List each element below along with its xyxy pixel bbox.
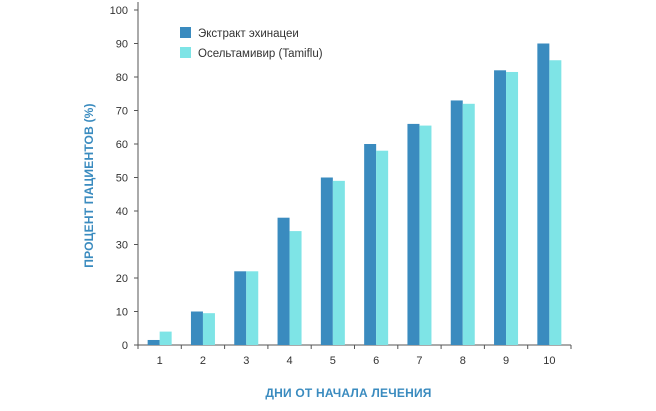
y-tick-label: 20 [116,273,128,285]
y-tick-label: 80 [116,72,128,84]
legend-swatch-oseltamivir [180,47,191,58]
bar-echinacea [147,339,160,345]
x-tick-label: 10 [543,355,555,367]
bar-echinacea [190,311,203,345]
bar-echinacea [450,100,463,345]
bar-echinacea [537,43,550,345]
y-tick-label: 0 [122,340,128,352]
y-tick-label: 40 [116,206,128,218]
x-axis: 1 2 3 4 5 6 7 8 9 10 [137,344,572,367]
y-tick-label: 90 [116,39,128,51]
legend-label-oseltamivir: Осельтамивир (Tamiflu) [198,48,323,60]
bar-echinacea [277,217,290,345]
bar-echinacea [364,144,377,345]
bars [147,43,562,346]
bar-echinacea [320,177,333,345]
bar-echinacea [234,271,247,345]
x-tick-label: 5 [330,355,336,367]
bar-oseltamivir [506,71,519,345]
bar-oseltamivir [376,150,389,345]
x-tick-label: 6 [373,355,379,367]
bar-oseltamivir [246,271,259,345]
x-axis-title: ДНИ ОТ НАЧАЛА ЛЕЧЕНИЯ [265,386,431,400]
y-axis-title: ПРОЦЕНТ ПАЦИЕНТОВ (%) [82,103,96,267]
x-tick-label: 4 [286,355,292,367]
y-tick-label: 70 [116,106,128,118]
x-tick-label: 2 [200,355,206,367]
bar-oseltamivir [419,125,432,345]
legend: Экстракт эхинацеи Осельтамивир (Tamiflu) [180,27,323,60]
y-tick-label: 60 [116,139,128,151]
y-axis: 0 10 20 30 40 50 60 70 80 90 100 [110,2,139,352]
y-tick-label: 50 [116,173,128,185]
y-tick-label: 30 [116,240,128,252]
x-tick-label: 9 [503,355,509,367]
x-tick-label: 8 [460,355,466,367]
bar-oseltamivir [289,231,302,345]
legend-label-echinacea: Экстракт эхинацеи [198,28,299,40]
bar-oseltamivir [462,103,475,345]
bar-oseltamivir [202,313,215,345]
bar-echinacea [407,123,420,346]
x-tick-label: 1 [157,355,163,367]
x-tick-label: 3 [243,355,249,367]
bar-oseltamivir [159,331,172,345]
y-tick-label: 100 [110,5,128,17]
legend-swatch-echinacea [180,27,191,38]
bar-oseltamivir [549,60,562,345]
y-tick-label: 10 [116,307,128,319]
x-tick-label: 7 [416,355,422,367]
bar-echinacea [494,70,507,346]
bar-oseltamivir [332,180,345,345]
